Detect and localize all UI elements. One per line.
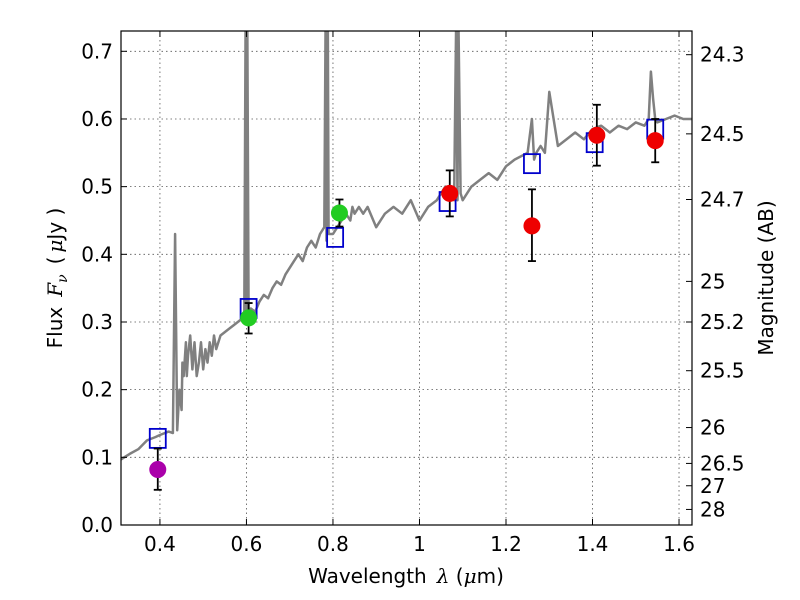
x-tick-label: 0.4 xyxy=(144,532,176,556)
observed-point xyxy=(149,461,167,479)
right-tick-label: 25.5 xyxy=(700,359,745,383)
right-tick-label: 24.5 xyxy=(700,122,745,146)
y-axis-label: FluxFν(μJy ) xyxy=(43,208,71,349)
markers xyxy=(148,103,665,491)
observed-point xyxy=(588,126,606,144)
y-tick-label: 0.4 xyxy=(81,242,113,266)
x-axis-label: Wavelength λ (μm) xyxy=(308,564,504,588)
y-tick-label: 0.0 xyxy=(81,513,113,537)
right-tick-label: 24.3 xyxy=(700,43,745,67)
right-tick-label: 25 xyxy=(700,269,725,293)
observed-point xyxy=(646,132,664,150)
right-tick-label: 24.7 xyxy=(700,188,745,212)
y-tick-label: 0.6 xyxy=(81,107,113,131)
x-tick-label: 1 xyxy=(413,532,426,556)
y-tick-label: 0.3 xyxy=(81,310,113,334)
x-tick-label: 0.6 xyxy=(231,532,263,556)
plot-frame xyxy=(120,30,693,526)
y-tick-label: 0.2 xyxy=(81,378,113,402)
right-axis-label: Magnitude (AB) xyxy=(754,200,778,355)
y-tick-label: 0.7 xyxy=(81,39,113,63)
right-tick-label: 27 xyxy=(700,474,725,498)
x-tick-label: 1.2 xyxy=(490,532,522,556)
right-tick-label: 26.5 xyxy=(700,451,745,475)
x-tick-label: 1.6 xyxy=(663,532,695,556)
observed-point xyxy=(330,204,348,222)
right-tick-label: 25.2 xyxy=(700,310,745,334)
y-tick-label: 0.1 xyxy=(81,445,113,469)
right-tick-label: 26 xyxy=(700,416,725,440)
observed-point xyxy=(240,309,258,327)
model-square-marker xyxy=(326,226,345,248)
observed-point xyxy=(441,184,459,202)
x-tick-label: 1.4 xyxy=(577,532,609,556)
observed-point xyxy=(523,217,541,235)
y-tick-label: 0.5 xyxy=(81,175,113,199)
ticks: 0.4 0.6 0.8 1 1.2 1.4 1.6 0.0 0.1 0.2 0.3 0.4 0.5 0.6… xyxy=(81,31,745,556)
x-tick-label: 0.8 xyxy=(317,532,349,556)
right-tick-label: 28 xyxy=(700,497,725,521)
model-square-marker xyxy=(523,153,541,175)
